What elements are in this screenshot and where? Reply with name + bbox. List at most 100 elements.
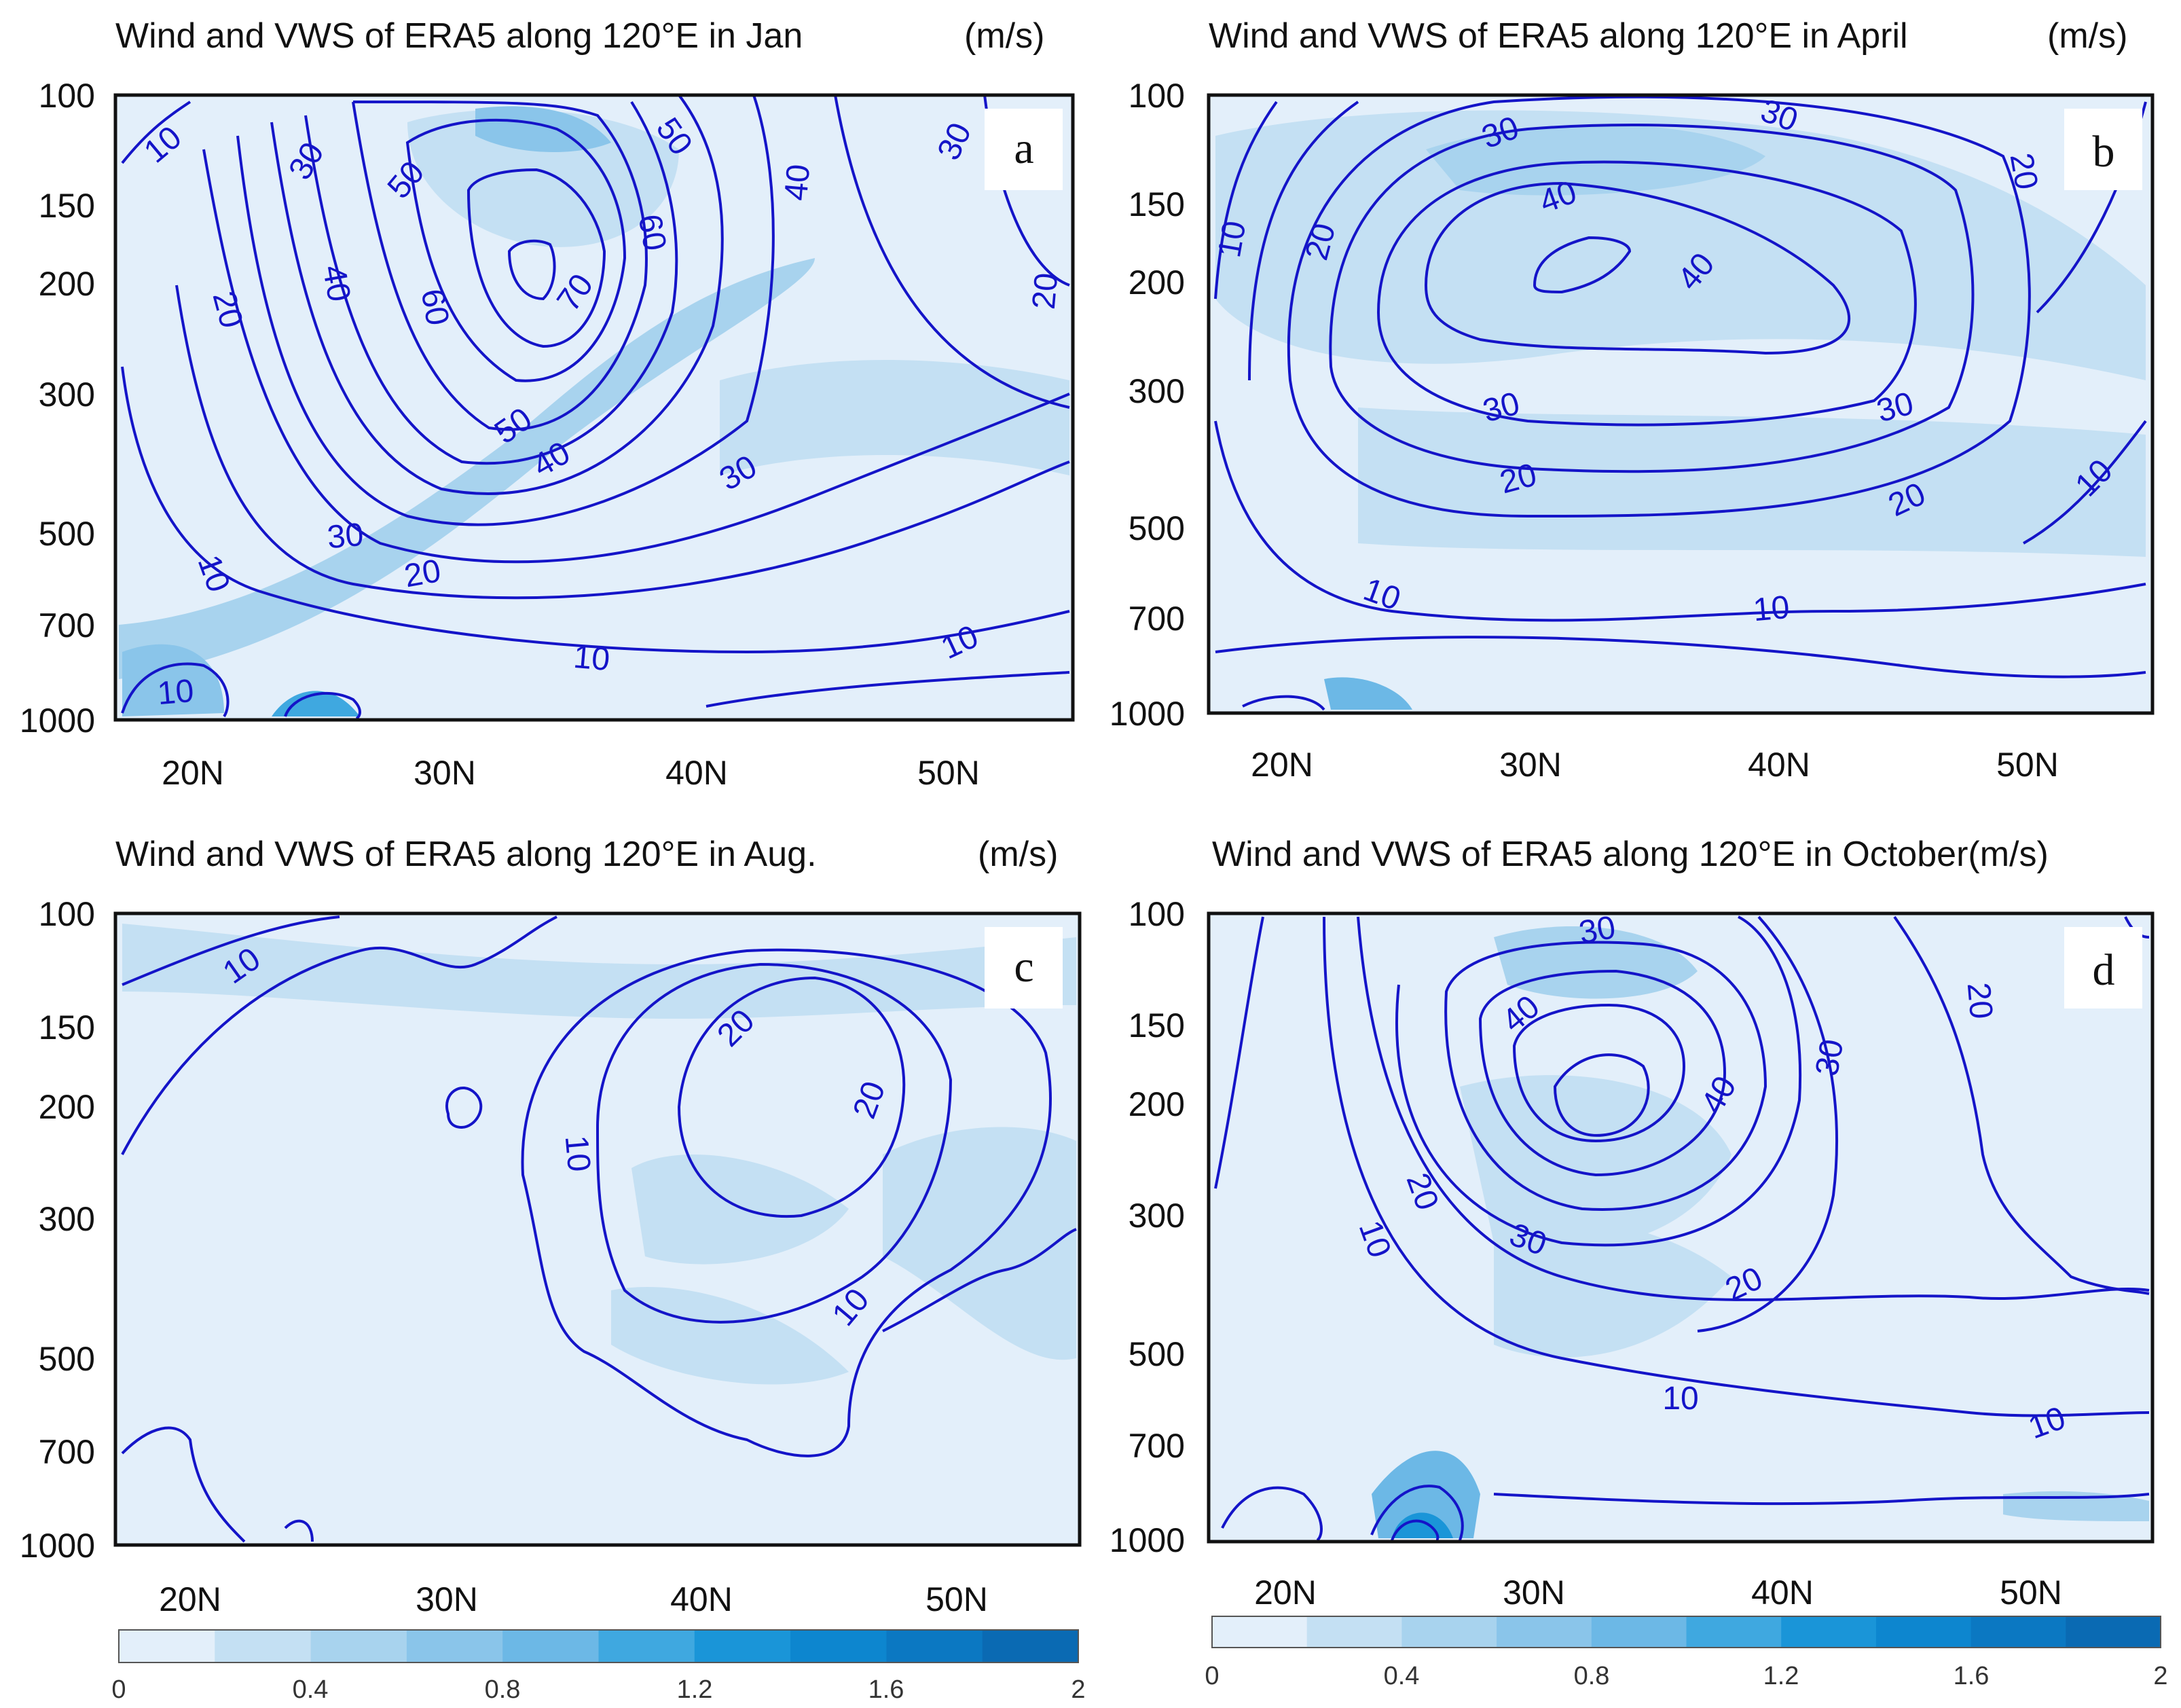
panel-a-contour-label: 60 bbox=[414, 286, 456, 328]
colorbar-swatch bbox=[1497, 1616, 1592, 1648]
panel-d-letter-box bbox=[2064, 927, 2142, 1009]
panel-a-ytick: 200 bbox=[39, 265, 95, 303]
panel-a-contour-label: 10 bbox=[572, 639, 611, 678]
panel-d-xtick: 50N bbox=[2000, 1574, 2062, 1612]
panel-d-contours bbox=[1214, 915, 2150, 1542]
colorbar-swatch bbox=[1686, 1616, 1782, 1648]
panel-c-contour bbox=[121, 915, 557, 1155]
panel-a-ytick: 700 bbox=[39, 606, 95, 644]
panel-c: Wind and VWS of ERA5 along 120°E in Aug.… bbox=[20, 835, 1082, 1618]
panel-d-contour bbox=[1395, 915, 1802, 1247]
panel-a-letter-box bbox=[985, 109, 1063, 190]
panel-d-contour bbox=[1478, 969, 1727, 1177]
colorbar-swatch bbox=[119, 1630, 215, 1662]
colorbar-tick: 2 bbox=[2153, 1662, 2167, 1690]
panel-a-contour bbox=[304, 101, 678, 465]
panel-b-contour bbox=[1287, 95, 2031, 518]
colorbar-tick: 0.8 bbox=[1574, 1662, 1610, 1690]
panel-c-xticks: 20N 30N 40N 50N bbox=[159, 1580, 988, 1618]
panel-d-contour-label: 30 bbox=[1809, 1036, 1850, 1078]
colorbar-swatch bbox=[1401, 1616, 1497, 1648]
panel-a-contour-label: 40 bbox=[316, 262, 357, 304]
colorbar-swatch bbox=[598, 1630, 695, 1662]
panel-c-contour bbox=[284, 1519, 314, 1542]
panel-b-contour bbox=[2023, 420, 2147, 545]
panel-d-shade-low2 bbox=[1392, 1512, 1453, 1538]
colorbar-swatch bbox=[215, 1630, 312, 1662]
panel-b-ytick: 100 bbox=[1129, 77, 1185, 115]
colorbar-right bbox=[1211, 1616, 2161, 1648]
panel-a-shade-low1 bbox=[122, 644, 224, 716]
colorbar-swatch bbox=[1781, 1616, 1877, 1648]
panel-b-ytick: 500 bbox=[1129, 509, 1185, 547]
panel-c-title: Wind and VWS of ERA5 along 120°E in Aug. bbox=[115, 835, 817, 874]
panel-a-shading bbox=[119, 106, 1069, 716]
panel-d-contour bbox=[1444, 941, 1767, 1211]
panel-c-ytick: 700 bbox=[39, 1433, 95, 1471]
panel-a-xtick: 30N bbox=[414, 754, 476, 792]
colorbar-tick: 0 bbox=[111, 1675, 126, 1704]
panel-c-contour-label: 10 bbox=[558, 1134, 597, 1174]
panel-c-xtick: 20N bbox=[159, 1580, 221, 1618]
panel-a-xtick: 50N bbox=[917, 754, 980, 792]
panel-c-xtick: 50N bbox=[925, 1580, 988, 1618]
panel-b-shade-core bbox=[1426, 124, 1765, 196]
colorbar-tick: 0 bbox=[1205, 1662, 1219, 1690]
panel-d-contour bbox=[1370, 1485, 1464, 1541]
colorbar-swatch bbox=[886, 1630, 983, 1662]
panel-a-shade-band bbox=[119, 258, 815, 679]
panel-b-xtick: 30N bbox=[1499, 746, 1562, 784]
panel-c-contour bbox=[121, 1426, 246, 1543]
panel-a-title: Wind and VWS of ERA5 along 120°E in Jan bbox=[115, 16, 803, 56]
panel-b-ytick: 700 bbox=[1129, 600, 1185, 638]
panel-c-shade-low bbox=[611, 1287, 849, 1385]
panel-d-xticks: 20N 30N 40N 50N bbox=[1254, 1574, 2062, 1612]
panel-a-contour bbox=[705, 671, 1070, 708]
panel-c-ytick: 300 bbox=[39, 1200, 95, 1238]
panel-b-contour bbox=[1214, 420, 2146, 622]
panel-b-xticks: 20N 30N 40N 50N bbox=[1251, 746, 2059, 784]
panel-b-contours bbox=[1214, 95, 2147, 711]
panel-d-contour bbox=[1221, 1486, 1323, 1542]
panel-d-yticks: 100 150 200 300 500 700 1000 bbox=[1110, 895, 1185, 1559]
panel-d-frame bbox=[1207, 911, 2155, 1544]
panel-d-contour bbox=[1512, 1003, 1686, 1143]
panel-c-contour bbox=[445, 1086, 483, 1129]
colorbar-tick: 1.6 bbox=[1954, 1662, 1990, 1690]
panel-d-contour-label: 20 bbox=[1960, 981, 1999, 1021]
panel-c-shade-core bbox=[631, 1155, 849, 1265]
colorbar-swatch bbox=[310, 1630, 407, 1662]
panel-b-contour bbox=[1329, 124, 1975, 473]
panel-a-contour bbox=[121, 366, 1070, 654]
panel-c-xtick: 40N bbox=[670, 1580, 733, 1618]
colorbar-swatch bbox=[1591, 1616, 1687, 1648]
panel-d-contour bbox=[1697, 915, 1839, 1332]
panel-b-xtick: 40N bbox=[1748, 746, 1810, 784]
panel-c-contours bbox=[121, 915, 1077, 1543]
panel-c-contour bbox=[882, 1228, 1077, 1332]
panel-d-ytick: 150 bbox=[1129, 1006, 1185, 1044]
panel-c-frame bbox=[113, 911, 1082, 1547]
panel-d-ytick: 700 bbox=[1129, 1427, 1185, 1465]
panel-d-shading bbox=[1372, 926, 2149, 1538]
panel-d-contour bbox=[1553, 1053, 1650, 1137]
panel-a-ytick: 100 bbox=[39, 77, 95, 115]
panel-d-contour-label: 30 bbox=[1576, 909, 1618, 951]
panel-b-shade-upper bbox=[1215, 110, 2146, 380]
colorbar-swatch bbox=[694, 1630, 791, 1662]
colorbar-swatch bbox=[1212, 1616, 1308, 1648]
panel-c-yticks: 100 150 200 300 500 700 1000 bbox=[20, 895, 95, 1565]
panel-a-ytick: 150 bbox=[39, 187, 95, 225]
panel-b-unit: (m/s) bbox=[2047, 16, 2127, 56]
panel-d-xtick: 20N bbox=[1254, 1574, 1317, 1612]
panel-a-xticks: 20N 30N 40N 50N bbox=[162, 754, 980, 792]
colorbar-swatch bbox=[502, 1630, 599, 1662]
panel-a-contour bbox=[175, 285, 1070, 600]
panel-a: Wind and VWS of ERA5 along 120°E in Jan … bbox=[20, 16, 1075, 792]
panel-b-yticks: 100 150 200 300 500 700 1000 bbox=[1110, 77, 1185, 733]
panel-a-contour bbox=[121, 662, 230, 718]
colorbar-swatch bbox=[982, 1630, 1079, 1662]
panel-a-contour-label: 10 bbox=[156, 673, 196, 712]
panel-d-shade-core bbox=[1460, 1075, 1731, 1250]
